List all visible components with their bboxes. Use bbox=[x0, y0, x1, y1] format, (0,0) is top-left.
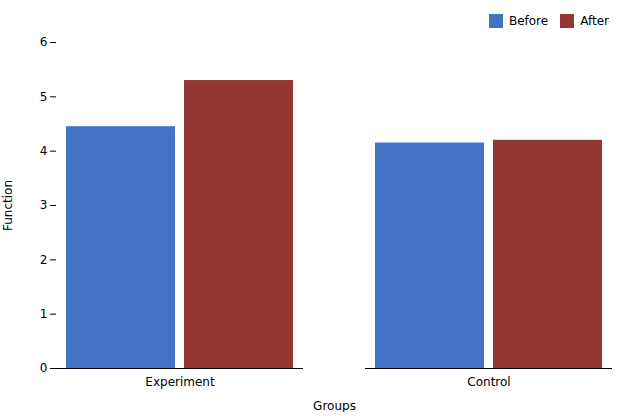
svg-text:Experiment: Experiment bbox=[145, 375, 215, 389]
svg-text:5: 5 bbox=[40, 90, 48, 104]
svg-text:Control: Control bbox=[467, 375, 510, 389]
svg-text:1: 1 bbox=[40, 307, 48, 321]
svg-text:3: 3 bbox=[40, 198, 48, 212]
html-text:After: After bbox=[580, 13, 609, 28]
svg-text:Function: Function bbox=[1, 180, 15, 231]
svg-text:0: 0 bbox=[40, 361, 48, 375]
svg-text:4: 4 bbox=[40, 144, 48, 158]
html-text:Before: Before bbox=[508, 13, 549, 28]
svg-text:Groups: Groups bbox=[313, 399, 356, 413]
svg-text:2: 2 bbox=[40, 253, 48, 267]
svg-text:6: 6 bbox=[40, 35, 48, 49]
